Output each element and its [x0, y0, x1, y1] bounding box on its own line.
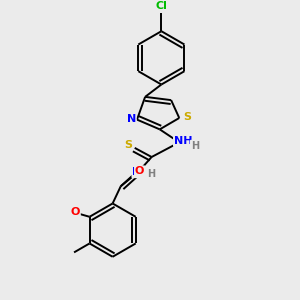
Text: S: S — [124, 140, 132, 150]
Text: S: S — [184, 112, 192, 122]
Text: N: N — [132, 167, 142, 177]
Text: H: H — [148, 169, 156, 179]
Text: Cl: Cl — [155, 1, 167, 11]
Text: O: O — [135, 166, 144, 176]
Text: H: H — [191, 141, 199, 151]
Text: O: O — [70, 207, 80, 217]
Text: N: N — [127, 114, 136, 124]
Text: NH: NH — [174, 136, 192, 146]
